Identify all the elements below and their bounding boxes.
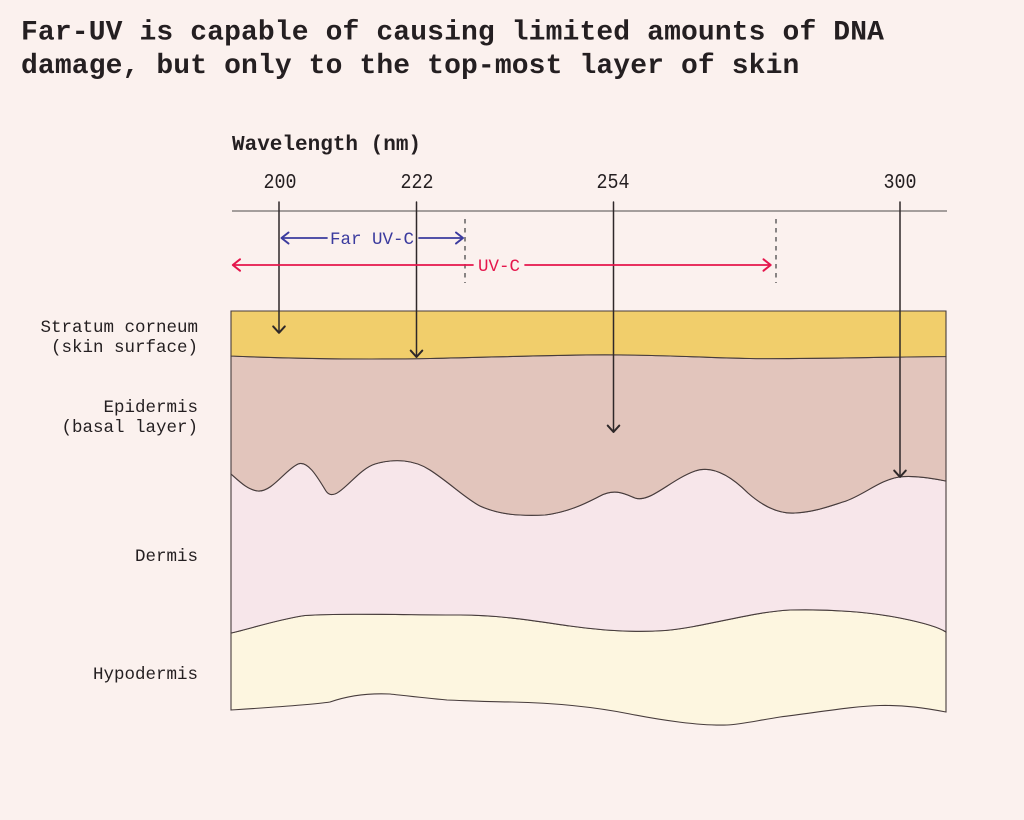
svg-text:Far-UV is capable of causing l: Far-UV is capable of causing limited amo… <box>21 18 884 49</box>
svg-text:254: 254 <box>597 172 630 195</box>
svg-text:222: 222 <box>401 172 434 195</box>
svg-text:Hypodermis: Hypodermis <box>93 665 198 685</box>
svg-text:Stratum corneum: Stratum corneum <box>40 318 198 338</box>
svg-text:(basal layer): (basal layer) <box>61 418 198 438</box>
svg-text:Epidermis: Epidermis <box>103 398 198 418</box>
svg-text:200: 200 <box>264 172 297 195</box>
svg-text:Wavelength (nm): Wavelength (nm) <box>232 134 421 157</box>
svg-text:Dermis: Dermis <box>135 547 198 567</box>
svg-text:damage, but only to the top-mo: damage, but only to the top-most layer o… <box>21 51 799 82</box>
svg-text:Far UV-C: Far UV-C <box>330 230 414 250</box>
svg-text:(skin surface): (skin surface) <box>51 338 198 358</box>
svg-text:UV-C: UV-C <box>478 257 520 277</box>
svg-text:300: 300 <box>884 172 917 195</box>
